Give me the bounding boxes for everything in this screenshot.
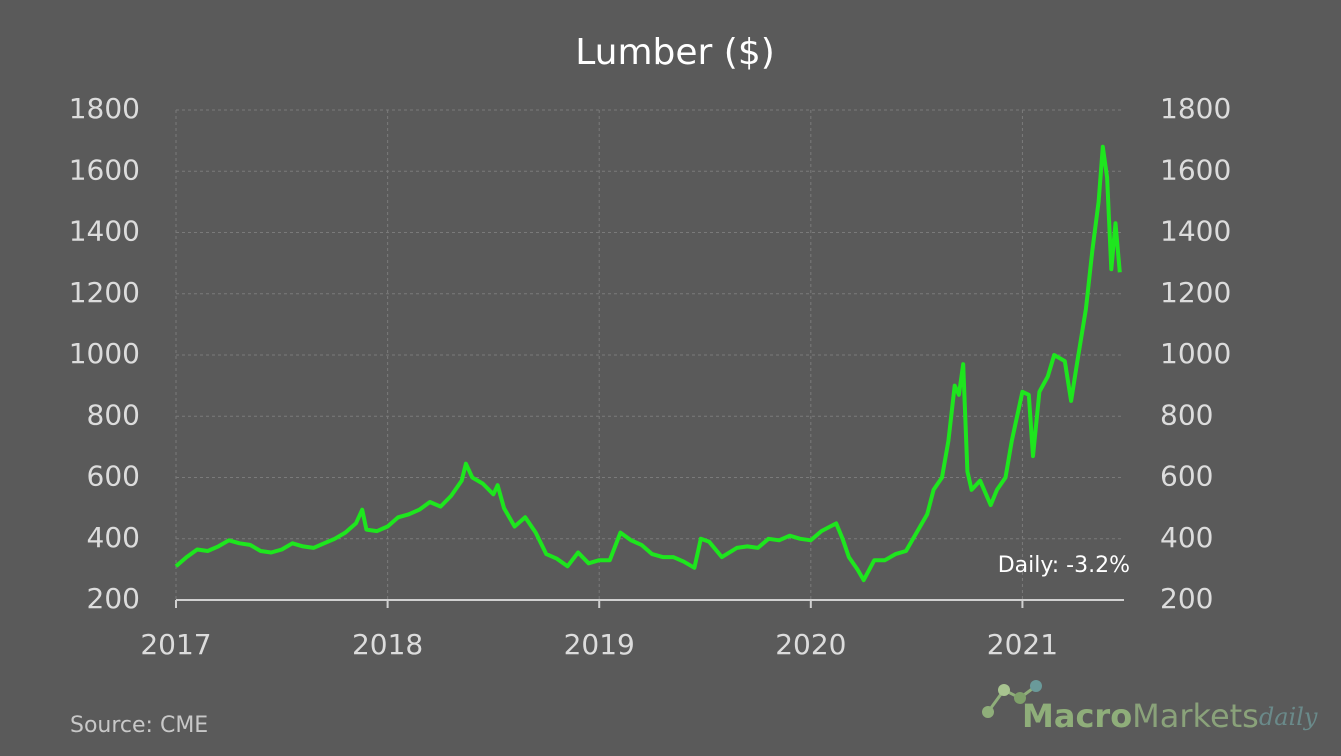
y-tick-label: 400 — [87, 521, 140, 554]
y2-tick-label: 800 — [1160, 398, 1213, 431]
logo: MacroMarketsdaily — [982, 680, 1318, 735]
y-tick-label: 1400 — [69, 215, 140, 248]
annotation: Daily: -3.2% — [998, 553, 1130, 578]
logo-dot — [1014, 692, 1026, 704]
logo-dot — [982, 706, 994, 718]
y2-tick-label: 200 — [1160, 582, 1213, 615]
x-tick-label: 2018 — [352, 628, 423, 661]
logo-text: MacroMarketsdaily — [1022, 697, 1318, 735]
y2-tick-label: 1800 — [1160, 92, 1231, 125]
y2-tick-label: 400 — [1160, 521, 1213, 554]
x-tick-label: 2017 — [140, 628, 211, 661]
y2-tick-label: 1400 — [1160, 215, 1231, 248]
y-tick-label: 1200 — [69, 276, 140, 309]
x-tick-label: 2019 — [564, 628, 635, 661]
x-tick-label: 2021 — [987, 628, 1058, 661]
y2-tick-label: 600 — [1160, 460, 1213, 493]
y-tick-label: 1800 — [69, 92, 140, 125]
chart-title: Lumber ($) — [575, 32, 775, 73]
logo-part: Markets — [1132, 697, 1259, 735]
y-tick-label: 600 — [87, 460, 140, 493]
source: Source: CME — [70, 713, 208, 738]
logo-dot — [1030, 680, 1042, 692]
x-tick-label: 2020 — [775, 628, 846, 661]
y-tick-label: 1600 — [69, 153, 140, 186]
price-line — [174, 144, 1122, 583]
y2-tick-label: 1000 — [1160, 337, 1231, 370]
y-tick-label: 800 — [87, 398, 140, 431]
logo-dot — [998, 684, 1010, 696]
logo-part: daily — [1259, 703, 1318, 731]
y2-tick-label: 1600 — [1160, 153, 1231, 186]
y-tick-label: 200 — [87, 582, 140, 615]
logo-part: Macro — [1022, 697, 1132, 735]
y-tick-label: 1000 — [69, 337, 140, 370]
logo-icon — [986, 684, 1037, 713]
y2-tick-label: 1200 — [1160, 276, 1231, 309]
